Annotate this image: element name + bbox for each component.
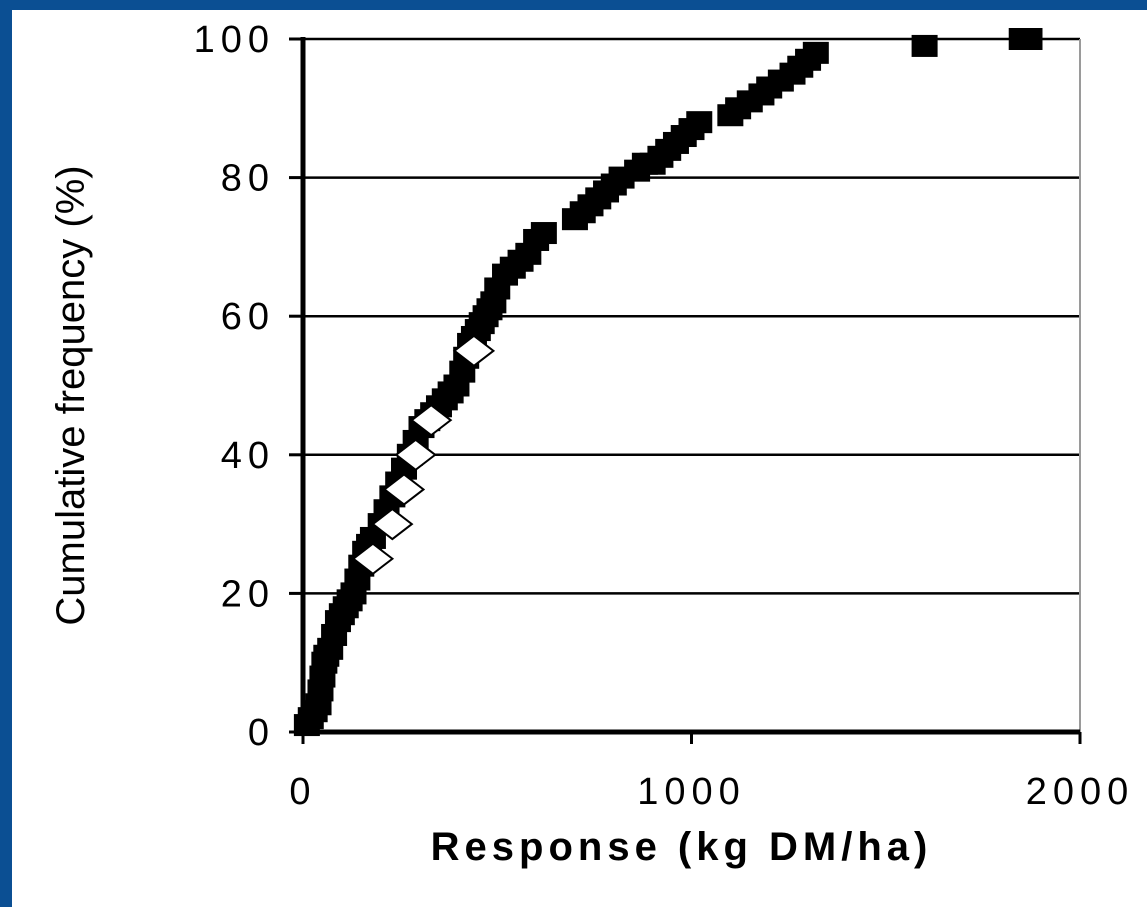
y-tick-label: 40 (221, 435, 275, 477)
x-tick-label: 0 (289, 771, 316, 813)
y-axis-label: Cumulative frequency (%) (49, 165, 93, 625)
x-tick-label: 2000 (1026, 771, 1135, 813)
chart-frame: 0 20 40 60 80 100 0 1000 2000 Cumulative freque… (12, 10, 1147, 907)
chart: 0 20 40 60 80 100 0 1000 2000 Cumulative freque… (49, 19, 1135, 869)
y-tick-label: 80 (221, 158, 275, 200)
y-tick-label: 20 (221, 573, 275, 615)
y-tick-label: 60 (221, 296, 275, 338)
y-tick-label: 100 (194, 19, 275, 61)
data-point-square (530, 222, 557, 245)
data-point-square (802, 41, 829, 64)
data-point-diamond (394, 438, 437, 472)
x-axis-label: Response (kg DM/ha) (431, 825, 933, 869)
data-point-diamond (382, 473, 426, 506)
data-points (293, 28, 1043, 737)
data-point-diamond (452, 334, 496, 368)
data-point-diamond (371, 507, 414, 541)
y-tick-label: 0 (248, 712, 275, 754)
x-tick-labels: 0 1000 2000 (289, 771, 1135, 813)
x-tick-label: 1000 (637, 771, 746, 813)
axes (289, 37, 1082, 744)
data-point-square (1016, 28, 1043, 50)
data-point-square (686, 111, 713, 134)
data-point-square (911, 34, 938, 57)
data-point-diamond (351, 542, 395, 576)
y-tick-labels: 0 20 40 60 80 100 (194, 19, 275, 754)
data-point-diamond (410, 403, 453, 437)
